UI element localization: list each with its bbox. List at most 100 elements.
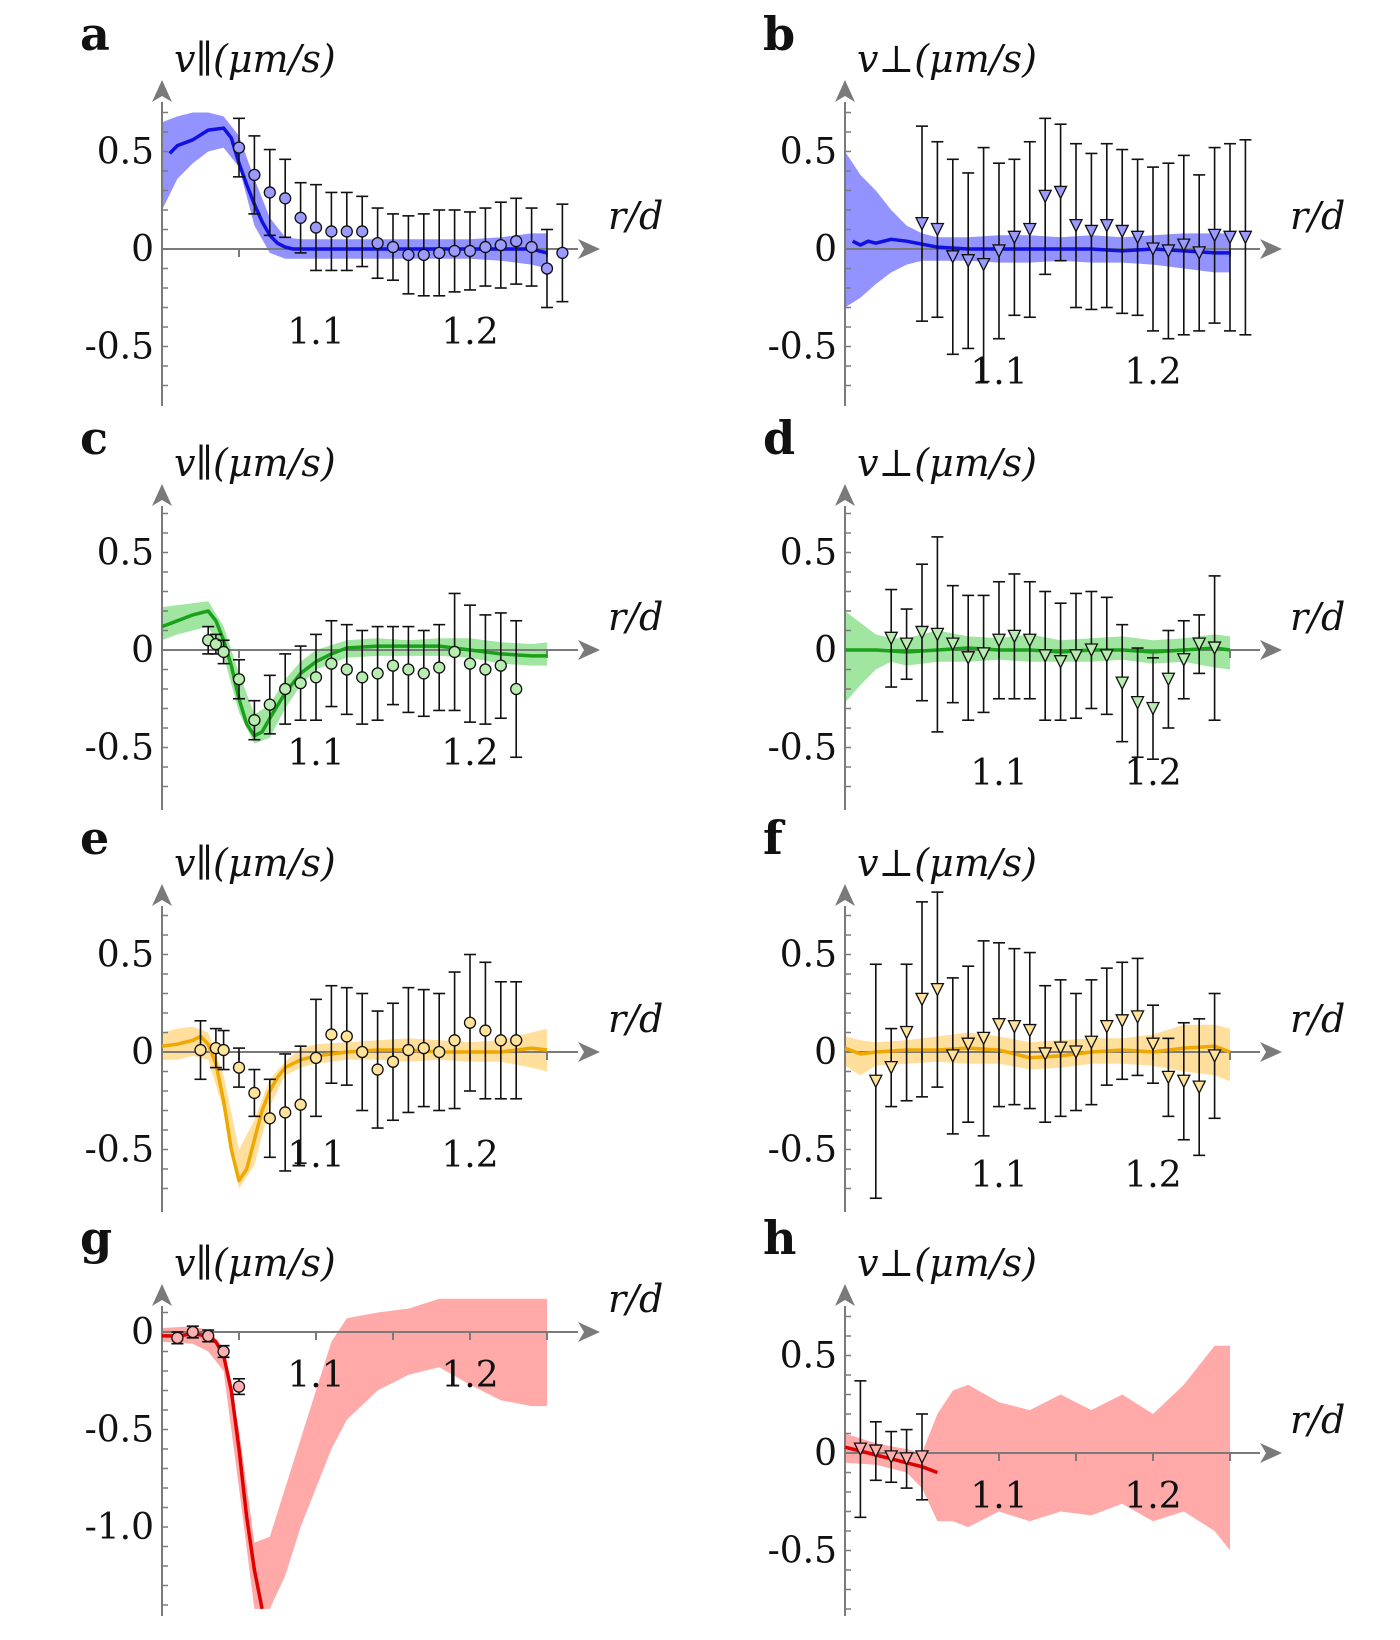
y-tick-label: -0.5 [768, 728, 837, 769]
data-point [961, 254, 976, 269]
y-axis-label: v∥(μm/s) [174, 37, 336, 81]
data-point [417, 1041, 430, 1055]
y-tick-label: 0 [814, 1433, 837, 1474]
data-point [1007, 1020, 1022, 1035]
data-point [556, 246, 569, 260]
x-axis-arrow [578, 640, 600, 660]
data-point [1038, 1047, 1053, 1062]
data-point [1053, 185, 1068, 200]
data-point [279, 1106, 292, 1119]
data-point [1007, 629, 1022, 644]
data-point [463, 244, 477, 258]
x-axis-label: r/d [1290, 595, 1345, 639]
data-point [371, 667, 384, 680]
panel-label: e [80, 811, 109, 865]
panel-label: g [80, 1211, 112, 1265]
y-axis-arrow [152, 1284, 172, 1306]
panel-g: 0 -0.5 -1.0 1.1 1.2 v∥(μm/s) r/d g [80, 1211, 663, 1616]
data-point [232, 1380, 246, 1393]
x-axis-label: r/d [608, 194, 663, 238]
data-point [248, 714, 261, 727]
data-point [914, 992, 930, 1007]
data-point [279, 192, 292, 205]
panel-b: 0.5 0 -0.5 1.1 1.2 v⊥(μm/s) r/d b [763, 7, 1345, 406]
data-point [1145, 242, 1161, 257]
data-point [248, 1086, 261, 1100]
data-point [991, 633, 1007, 648]
data-point [1207, 228, 1222, 243]
data-point [340, 1030, 353, 1043]
data-point [976, 647, 991, 662]
data-point [914, 1450, 930, 1465]
y-tick-label: 0.5 [97, 935, 154, 976]
data-point [961, 651, 976, 666]
data-point [1207, 641, 1222, 656]
x-tick-label: 1.1 [970, 1476, 1027, 1517]
data-point [510, 235, 523, 248]
data-point [510, 1034, 523, 1047]
x-axis-label: r/d [608, 997, 663, 1041]
data-point [1161, 244, 1176, 259]
data-point [494, 659, 507, 672]
y-axis-arrow [835, 1284, 855, 1306]
data-point [1022, 1023, 1037, 1039]
data-point [494, 238, 507, 252]
data-point [884, 1060, 899, 1076]
y-axis-label: v⊥(μm/s) [857, 841, 1037, 885]
data-point [294, 211, 307, 224]
y-axis-label: v⊥(μm/s) [857, 1241, 1037, 1285]
confidence-band [162, 112, 547, 269]
confidence-band [845, 1345, 1230, 1551]
data-point [232, 1061, 246, 1074]
x-tick-label: 1.1 [970, 753, 1027, 794]
data-point [232, 673, 246, 686]
model-line [162, 1332, 264, 1610]
data-point [868, 1074, 883, 1089]
y-tick-label: 0 [131, 630, 154, 671]
data-point [217, 1345, 230, 1358]
data-point [899, 1025, 914, 1040]
y-axis-label: v∥(μm/s) [174, 841, 336, 885]
y-tick-label: -0.5 [85, 1130, 154, 1171]
panel-d: 0.50-0.51.1 1.2v⊥(μm/s)r/dd [763, 411, 1345, 810]
x-tick-label: 1.2 [441, 733, 498, 774]
data-point [540, 262, 554, 275]
x-axis-arrow [578, 239, 600, 259]
x-tick-label: 1.1 [287, 733, 344, 774]
data-point [945, 637, 960, 652]
confidence-band [845, 151, 1230, 308]
y-tick-label: 0 [131, 1312, 154, 1353]
data-point [1053, 655, 1068, 670]
y-axis-label: v⊥(μm/s) [857, 441, 1037, 485]
panel-label: h [763, 1211, 796, 1265]
x-tick-label: 1.2 [441, 312, 498, 353]
panel-c: 0.5 0 -0.5 1.1 1.2 v∥(μm/s) r/d c [80, 411, 663, 810]
data-point [930, 982, 945, 998]
data-point [914, 217, 930, 232]
data-point [263, 698, 276, 711]
y-tick-label: -1.0 [85, 1507, 154, 1548]
panel-e: 0.5 0 -0.5 1.1 1.2 v∥(μm/s) r/d e [80, 811, 663, 1212]
x-tick-label: 1.1 [287, 1135, 344, 1176]
y-tick-label: 0 [131, 1032, 154, 1073]
data-point [1192, 246, 1207, 261]
data-point [884, 631, 899, 646]
data-point [309, 671, 323, 684]
data-point [433, 661, 446, 674]
y-axis-arrow [152, 80, 172, 102]
y-tick-label: -0.5 [768, 1130, 837, 1171]
y-axis-label: v⊥(μm/s) [857, 37, 1037, 81]
data-point [340, 663, 353, 676]
x-axis-arrow [1260, 239, 1282, 259]
data-point [371, 1063, 384, 1076]
data-point [853, 1442, 868, 1457]
data-point [371, 236, 384, 250]
data-point [263, 186, 276, 199]
panel-label: b [763, 7, 795, 61]
data-point [463, 1016, 477, 1029]
data-point [494, 1034, 507, 1047]
data-point [930, 222, 945, 237]
data-point [1145, 1037, 1161, 1052]
x-axis-arrow [578, 1322, 600, 1342]
